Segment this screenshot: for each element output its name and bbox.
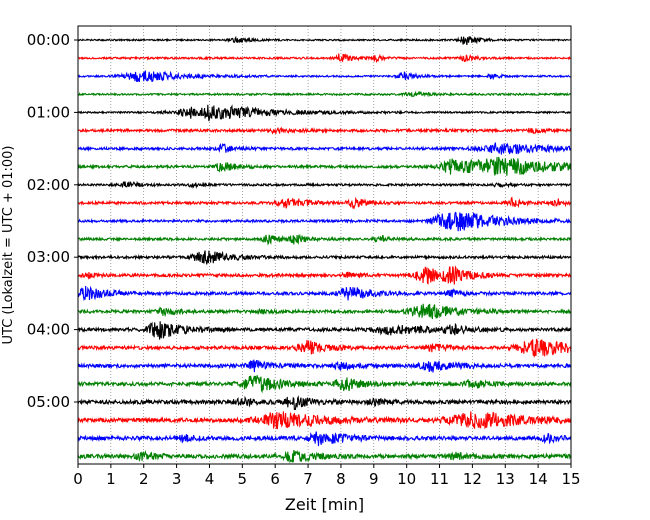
x-tick-label: 6: [270, 470, 280, 488]
y-axis-ticks: 00:00 01:00 02:00 03:00 04:00 05:00: [27, 31, 78, 411]
x-tick-label: 7: [303, 470, 313, 488]
trace-0300: [78, 250, 571, 265]
x-axis-label: Zeit [min]: [285, 495, 364, 514]
trace-0545: [78, 449, 571, 464]
x-tick-label: 13: [496, 470, 515, 488]
trace-0200: [78, 180, 571, 189]
trace-0430: [78, 359, 571, 373]
trace-0330: [78, 285, 571, 302]
trace-0500: [78, 395, 571, 411]
x-tick-label: 10: [397, 470, 416, 488]
trace-0445: [78, 375, 571, 394]
x-tick-label: 15: [561, 470, 580, 488]
trace-0245: [78, 233, 571, 246]
trace-0130: [78, 142, 571, 155]
trace-0015: [78, 53, 571, 64]
x-tick-label: 2: [139, 470, 149, 488]
x-tick-label: 1: [106, 470, 116, 488]
vertical-gridlines: [110, 26, 539, 464]
y-tick-label: 01:00: [27, 103, 70, 121]
x-tick-label: 9: [369, 470, 379, 488]
x-tick-label: 8: [336, 470, 346, 488]
trace-0315: [78, 265, 571, 285]
y-axis-label: UTC (Lokalzeit = UTC + 01:00): [1, 146, 16, 345]
trace-0100: [78, 104, 571, 122]
y-tick-label: 03:00: [27, 248, 70, 266]
trace-0400: [78, 321, 571, 340]
x-tick-label: 5: [238, 470, 248, 488]
trace-0415: [78, 338, 571, 359]
trace-0145: [78, 156, 571, 176]
trace-0345: [78, 303, 571, 319]
seismic-traces: [78, 35, 571, 464]
trace-0000: [78, 35, 571, 46]
y-tick-label: 00:00: [27, 31, 70, 49]
x-tick-label: 3: [172, 470, 182, 488]
trace-0115: [78, 126, 571, 135]
y-tick-label: 05:00: [27, 393, 70, 411]
trace-0045: [78, 90, 571, 98]
x-axis-ticks: 0 1 2 3 4 5 6 7 8 9 10 11 12 13 14 15: [73, 464, 581, 488]
x-tick-label: 11: [430, 470, 449, 488]
x-tick-label: 14: [529, 470, 548, 488]
x-tick-label: 12: [463, 470, 482, 488]
trace-0530: [78, 431, 571, 447]
x-tick-label: 4: [205, 470, 215, 488]
trace-0515: [78, 411, 571, 430]
plot-frame: [77, 25, 572, 465]
y-tick-label: 04:00: [27, 321, 70, 339]
trace-0030: [78, 70, 571, 83]
trace-0230: [78, 211, 571, 232]
trace-0215: [78, 196, 571, 210]
x-tick-label: 0: [73, 470, 83, 488]
y-tick-label: 02:00: [27, 176, 70, 194]
